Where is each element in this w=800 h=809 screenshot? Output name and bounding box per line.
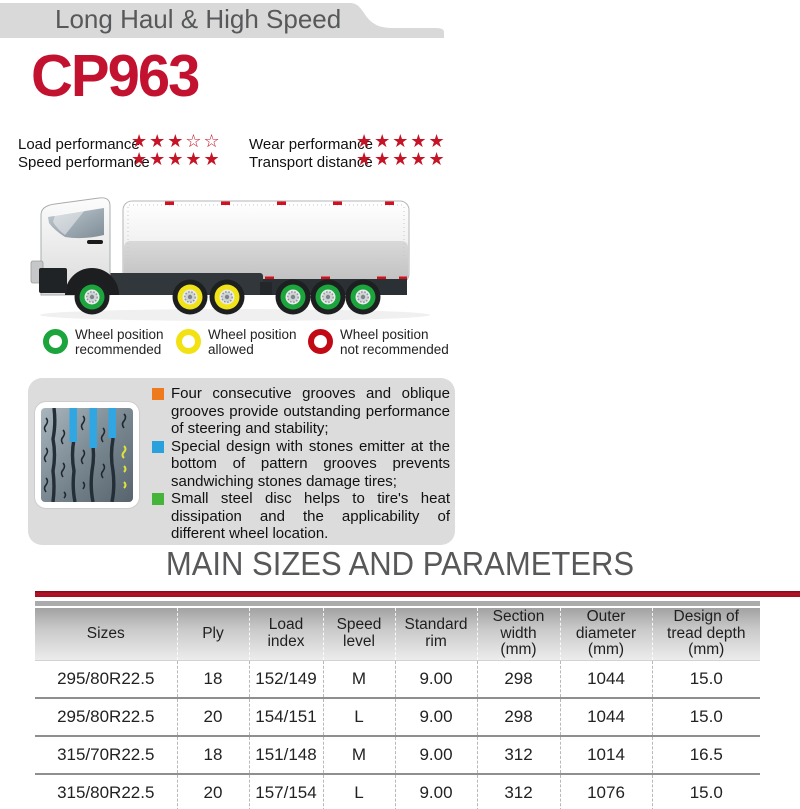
- cell: 9.00: [394, 735, 477, 775]
- cell: 18: [176, 660, 249, 699]
- tread-pattern-image: [35, 402, 139, 508]
- orange-square-icon: [152, 388, 164, 400]
- perf-stars-load: ★★★☆☆: [131, 131, 222, 152]
- feature-item-grooves: Four consecutive grooves and oblique gro…: [152, 385, 450, 438]
- wheel-trailer-2: [310, 279, 346, 315]
- cell: 15.0: [651, 660, 760, 699]
- cell: 9.00: [394, 697, 477, 737]
- table-top-strip: [35, 601, 760, 606]
- perf-stars-speed: ★★★★★: [131, 149, 222, 170]
- feature-list: Four consecutive grooves and oblique gro…: [152, 385, 450, 543]
- cell: 1076: [559, 773, 652, 809]
- perf-label-wear: Wear performance: [249, 136, 373, 153]
- col-tread-depth: Design of tread depth (mm): [651, 608, 760, 661]
- trailer-box: [122, 200, 410, 284]
- col-standard-rim: Standard rim: [394, 608, 477, 661]
- sizes-table: Sizes Ply Load index Speed level Standar…: [35, 608, 760, 809]
- green-ring-icon: [43, 329, 68, 354]
- legend-item-recommended: Wheel position recommended: [43, 327, 164, 357]
- green-square-icon: [152, 493, 164, 505]
- cell: 18: [176, 735, 249, 775]
- banner-shape: [0, 3, 444, 38]
- wheel-trailer-1: [275, 279, 311, 315]
- category-banner: Long Haul & High Speed: [55, 4, 342, 34]
- feature-item-stone-emitter: Special design with stones emitter at th…: [152, 438, 450, 491]
- perf-label-transport: Transport distance: [249, 154, 373, 171]
- col-load-index: Load index: [248, 608, 323, 661]
- features-panel: Four consecutive grooves and oblique gro…: [28, 378, 455, 545]
- cell: 298: [476, 697, 560, 737]
- cell: 9.00: [394, 660, 477, 699]
- table-row: 315/70R22.5 18 151/148 M 9.00 312 1014 1…: [35, 735, 760, 775]
- legend-label: Wheel position recommended: [75, 327, 164, 357]
- cell: 315/80R22.5: [35, 773, 177, 809]
- cell: M: [322, 660, 395, 699]
- feature-text: Special design with stones emitter at th…: [171, 437, 450, 490]
- col-sizes: Sizes: [35, 608, 177, 661]
- col-speed-level: Speed level: [322, 608, 395, 661]
- cell: 298: [476, 660, 560, 699]
- cell: 20: [176, 697, 249, 737]
- cell: M: [322, 735, 395, 775]
- cell: 16.5: [651, 735, 760, 775]
- blue-square-icon: [152, 440, 164, 453]
- yellow-ring-icon: [176, 329, 201, 354]
- cell: 15.0: [651, 773, 760, 809]
- legend-label: Wheel position not recommended: [340, 327, 449, 357]
- perf-label-speed: Speed performance: [18, 154, 150, 171]
- table-row: 295/80R22.5 20 154/151 L 9.00 298 1044 1…: [35, 697, 760, 737]
- wheel-drive-2: [209, 279, 245, 315]
- table-row: 315/80R22.5 20 157/154 L 9.00 312 1076 1…: [35, 773, 760, 809]
- cell: 157/154: [248, 773, 323, 809]
- wheel-trailer-3: [345, 279, 381, 315]
- cell: 295/80R22.5: [35, 660, 177, 699]
- legend-item-allowed: Wheel position allowed: [176, 327, 297, 357]
- table-header-row: Sizes Ply Load index Speed level Standar…: [35, 608, 760, 661]
- cell: 312: [476, 735, 560, 775]
- cell: 15.0: [651, 697, 760, 737]
- col-section-width: Section width (mm): [476, 608, 560, 661]
- product-name: CP963: [31, 43, 200, 110]
- feature-text: Four consecutive grooves and oblique gro…: [171, 385, 450, 437]
- cell: 312: [476, 773, 560, 809]
- perf-stars-transport: ★★★★★: [356, 149, 447, 170]
- table-header: Sizes Ply Load index Speed level Standar…: [35, 608, 760, 661]
- cell: 20: [176, 773, 249, 809]
- truck-cab: [30, 197, 119, 296]
- feature-item-steel-disc: Small steel disc helps to tire's heat di…: [152, 490, 450, 543]
- tread-sipes: [43, 413, 127, 499]
- red-divider-bar: [35, 591, 800, 597]
- legend-item-not-recommended: Wheel position not recommended: [308, 327, 449, 357]
- cell: 295/80R22.5: [35, 697, 177, 737]
- feature-text: Small steel disc helps to tire's heat di…: [171, 490, 450, 542]
- section-title: MAIN SIZES AND PARAMETERS: [165, 545, 635, 582]
- tread-pattern-drawing: [41, 408, 133, 502]
- cell: 152/149: [248, 660, 323, 699]
- cell: 1044: [559, 697, 652, 737]
- yellow-sipe-highlights: [121, 445, 127, 489]
- col-outer-diameter: Outer diameter (mm): [559, 608, 652, 661]
- col-ply: Ply: [176, 608, 249, 661]
- truck-illustration: [30, 197, 430, 321]
- wheel-drive-1: [172, 279, 208, 315]
- table-row: 295/80R22.5 18 152/149 M 9.00 298 1044 1…: [35, 660, 760, 699]
- perf-stars-wear: ★★★★★: [356, 131, 447, 152]
- red-ring-icon: [308, 329, 333, 354]
- cell: L: [322, 697, 395, 737]
- cell: 154/151: [248, 697, 323, 737]
- cell: 315/70R22.5: [35, 735, 177, 775]
- wheel-front: [74, 279, 110, 315]
- cell: 151/148: [248, 735, 323, 775]
- cell: 9.00: [394, 773, 477, 809]
- cell: 1044: [559, 660, 652, 699]
- legend-label: Wheel position allowed: [208, 327, 297, 357]
- perf-label-load: Load performance: [18, 136, 140, 153]
- cell: 1014: [559, 735, 652, 775]
- blue-groove-highlights: [69, 408, 116, 448]
- cell: L: [322, 773, 395, 809]
